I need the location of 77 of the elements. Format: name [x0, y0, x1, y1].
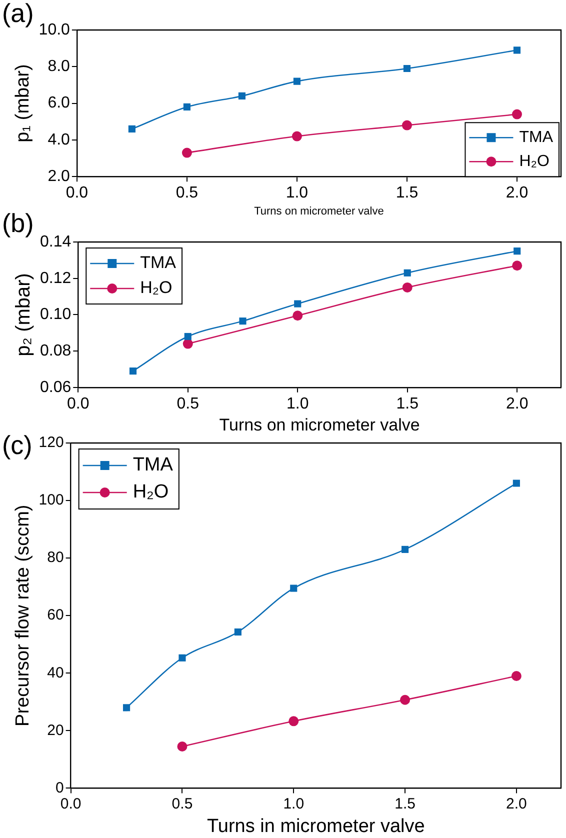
x-tick-label: 0.0 — [66, 184, 88, 202]
x-tick-label: 0.5 — [176, 395, 200, 412]
y-tick-label: 80 — [47, 549, 64, 566]
point — [177, 741, 188, 752]
point — [512, 260, 522, 271]
x-axis-title: Turns on micrometer valve — [254, 205, 384, 218]
text: (a) — [2, 0, 34, 28]
y-tick-label: 0.10 — [40, 306, 72, 324]
y-axis-title: p₁ (mbar) — [12, 64, 34, 142]
y-tick-label: 120 — [38, 434, 64, 452]
y-tick-label: 40 — [47, 664, 64, 682]
point — [294, 300, 302, 308]
x-tick-label: 1.5 — [394, 795, 416, 812]
legend-label: TMA — [519, 129, 554, 146]
x-axis-title: Turns on micrometer valve — [219, 415, 420, 434]
y-axis-title: p₂ (mbar) — [12, 273, 35, 356]
x-tick-label: 0.5 — [172, 795, 193, 812]
point — [182, 148, 192, 158]
y-tick-label: 0.08 — [40, 342, 72, 360]
legend-label: TMA — [140, 253, 177, 272]
y-tick-label: 0.14 — [40, 233, 72, 250]
point — [238, 92, 246, 100]
y-tick-label: 8.0 — [48, 58, 70, 76]
x-tick-label: 0.0 — [60, 795, 82, 812]
point — [513, 46, 521, 54]
text: (c) — [2, 430, 32, 460]
point — [239, 318, 246, 325]
point — [183, 103, 190, 110]
legend-label: TMA — [132, 454, 174, 476]
x-tick-label: 2.0 — [506, 795, 527, 812]
legend-label: H₂O — [140, 278, 172, 298]
point — [184, 332, 192, 340]
point — [293, 78, 301, 85]
y-tick-label: 4.0 — [48, 131, 70, 148]
legend-label: H₂O — [519, 153, 550, 170]
point — [129, 368, 137, 375]
point — [402, 282, 412, 292]
x-tick-label: 1.5 — [396, 395, 419, 412]
x-tick-label: 1.0 — [283, 795, 304, 812]
y-tick-label: 0 — [55, 779, 64, 796]
y-tick-label: 6.0 — [48, 94, 70, 112]
point — [512, 109, 522, 120]
text: (b) — [2, 208, 34, 238]
point — [402, 546, 409, 553]
point — [403, 64, 411, 72]
point — [288, 716, 299, 726]
point — [404, 269, 411, 276]
y-tick-label: 100 — [38, 492, 64, 509]
y-tick-label: 10.0 — [38, 21, 70, 38]
point — [512, 480, 520, 487]
x-tick-label: 2.0 — [506, 395, 528, 412]
point — [290, 584, 298, 592]
point — [128, 125, 136, 132]
x-tick-label: 0.0 — [67, 395, 90, 412]
y-tick-label: 60 — [47, 606, 64, 624]
point — [514, 248, 521, 255]
x-axis-title: Turns in micrometer valve — [206, 816, 425, 837]
x-tick-label: 2.0 — [506, 184, 528, 202]
y-tick-label: 20 — [47, 722, 64, 739]
y-tick-label: 0.06 — [40, 378, 72, 396]
point — [122, 704, 130, 712]
x-tick-label: 1.0 — [286, 395, 309, 412]
y-axis-title: Precursor flow rate (sccm) — [12, 504, 34, 726]
point — [400, 694, 410, 705]
point — [234, 628, 242, 636]
x-tick-label: 0.5 — [176, 184, 198, 202]
point — [402, 120, 412, 130]
x-tick-label: 1.5 — [396, 184, 418, 202]
y-tick-label: 0.12 — [40, 270, 72, 287]
point — [182, 338, 193, 349]
legend-label: H₂O — [132, 482, 169, 503]
y-tick-label: 2.0 — [48, 168, 70, 186]
point — [511, 671, 522, 682]
x-tick-label: 1.0 — [286, 184, 308, 202]
point — [292, 310, 303, 321]
point — [292, 131, 302, 142]
point — [178, 654, 186, 662]
